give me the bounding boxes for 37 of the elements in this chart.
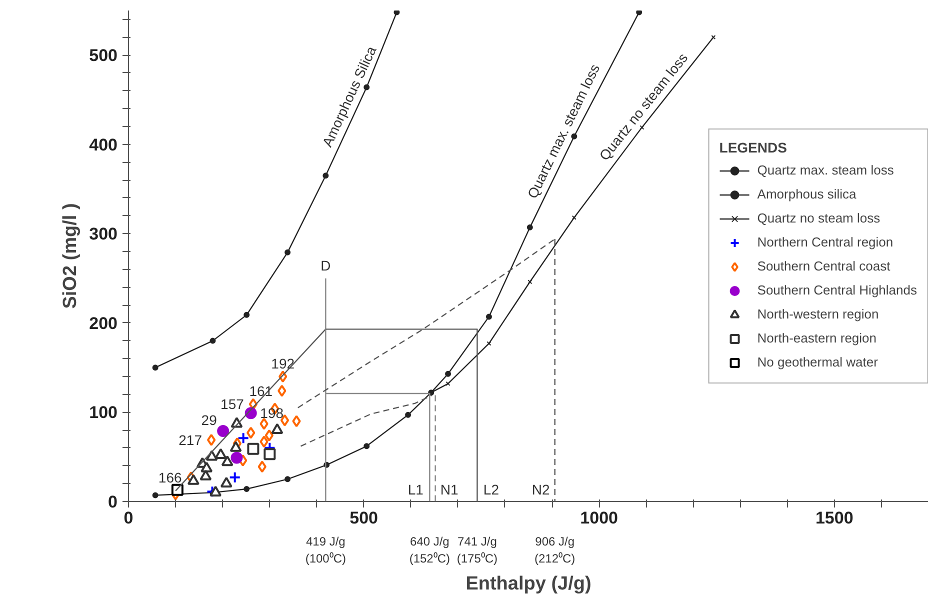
x-tick-label: 0 [124,508,134,528]
y-tick-label: 500 [89,46,118,66]
x-axis-title: Enthalpy (J/g) [466,573,592,594]
annotation: 29 [201,412,218,428]
annotation: L1 [408,482,424,498]
y-axis-title: SiO2 (mg/l ) [60,203,82,309]
annotation: 906 J/g (212⁰C) [534,534,576,566]
legend-label: Southern Central Highlands [757,282,917,298]
annotation: 640 J/g (152⁰C) [409,534,450,566]
y-tick-label: 200 [89,314,118,333]
annotation: 166 [158,469,182,486]
annotation: L2 [483,482,500,498]
annotation: N1 [440,482,458,498]
annotation: 192 [271,356,295,372]
legend-label: Northern Central region [757,234,894,250]
legend-label: Southern Central coast [757,258,890,274]
x-tick-label: 1500 [815,508,854,528]
legend-label: No geothermal water [757,354,878,370]
legend-label: North-eastern region [757,330,877,346]
legend-title: LEGENDS [719,139,788,155]
annotation: 741 J/g (175⁰C) [456,534,498,566]
y-tick-label: 300 [89,224,118,244]
annotation: N2 [532,482,550,498]
annotation: 419 J/g (100⁰C) [305,534,346,566]
legend-label: Quartz no steam loss [757,210,880,226]
y-tick-label: 400 [89,135,118,154]
legend-label: North-western region [757,306,879,322]
legend-label: Quartz max. steam loss [757,162,894,178]
x-tick-label: 500 [350,508,378,528]
annotation: 157 [220,396,244,412]
annotation: 217 [178,432,202,448]
y-tick-label: 0 [108,492,118,512]
x-tick-label: 1000 [580,508,618,528]
annotation: D [320,257,331,274]
annotation: 198 [260,405,284,422]
y-tick-label: 100 [89,403,118,422]
legend-label: Amorphous silica [757,186,856,202]
